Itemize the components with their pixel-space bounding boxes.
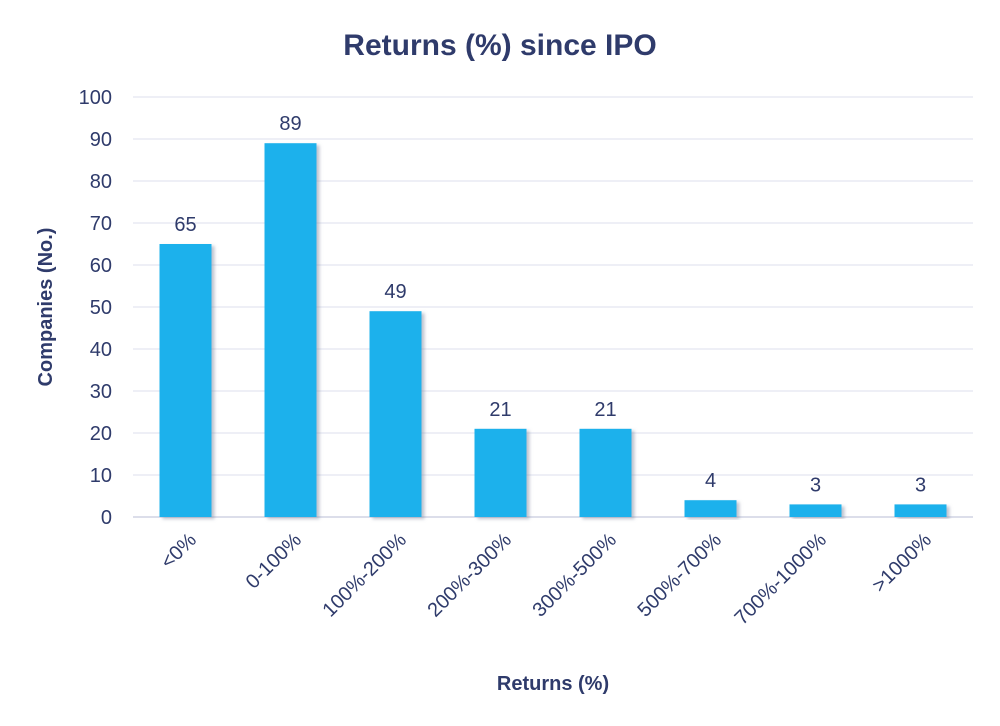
y-tick-label: 90 — [90, 129, 112, 151]
x-tick-label: 0-100% — [242, 529, 306, 593]
gridlines — [133, 96, 973, 518]
data-label: 65 — [174, 214, 196, 236]
y-tick-label: 20 — [90, 423, 112, 445]
bar — [579, 428, 632, 517]
data-label: 49 — [384, 281, 406, 303]
bar — [159, 244, 212, 517]
bar — [894, 504, 947, 517]
x-tick-label: 100%-200% — [318, 529, 411, 622]
y-tick-label: 10 — [90, 465, 112, 487]
y-tick-label: 40 — [90, 339, 112, 361]
y-tick-label: 30 — [90, 381, 112, 403]
data-label: 21 — [594, 399, 616, 421]
chart-title: Returns (%) since IPO — [343, 29, 656, 62]
y-tick-label: 0 — [101, 507, 112, 529]
bar — [474, 428, 527, 517]
x-axis-title: Returns (%) — [497, 673, 609, 695]
bar — [369, 311, 422, 517]
x-tick-label: 500%-700% — [633, 529, 726, 622]
data-label: 3 — [915, 474, 926, 496]
y-tick-label: 50 — [90, 297, 112, 319]
data-label: 89 — [279, 113, 301, 135]
x-tick-label: >1000% — [868, 529, 936, 597]
data-label: 21 — [489, 399, 511, 421]
bar — [789, 504, 842, 517]
y-tick-label: 80 — [90, 171, 112, 193]
y-axis-title: Companies (No.) — [35, 228, 57, 387]
x-tick-label: <0% — [157, 529, 201, 573]
data-label: 3 — [810, 474, 821, 496]
bars — [159, 143, 947, 517]
y-axis-ticks: 0 10 20 30 40 50 60 70 80 90 100 — [79, 87, 112, 529]
x-tick-label: 300%-500% — [528, 529, 621, 622]
data-label: 4 — [705, 470, 716, 492]
bar — [684, 500, 737, 517]
x-tick-label: 700%-1000% — [731, 529, 832, 630]
y-tick-label: 100 — [79, 87, 112, 109]
data-labels: 65 89 49 21 21 4 3 3 — [174, 113, 926, 496]
bar — [264, 143, 317, 517]
x-axis-ticks: <0% 0-100% 100%-200% 200%-300% 300%-500% 500%… — [157, 529, 936, 630]
y-tick-label: 70 — [90, 213, 112, 235]
x-tick-label: 200%-300% — [423, 529, 516, 622]
y-tick-label: 60 — [90, 255, 112, 277]
